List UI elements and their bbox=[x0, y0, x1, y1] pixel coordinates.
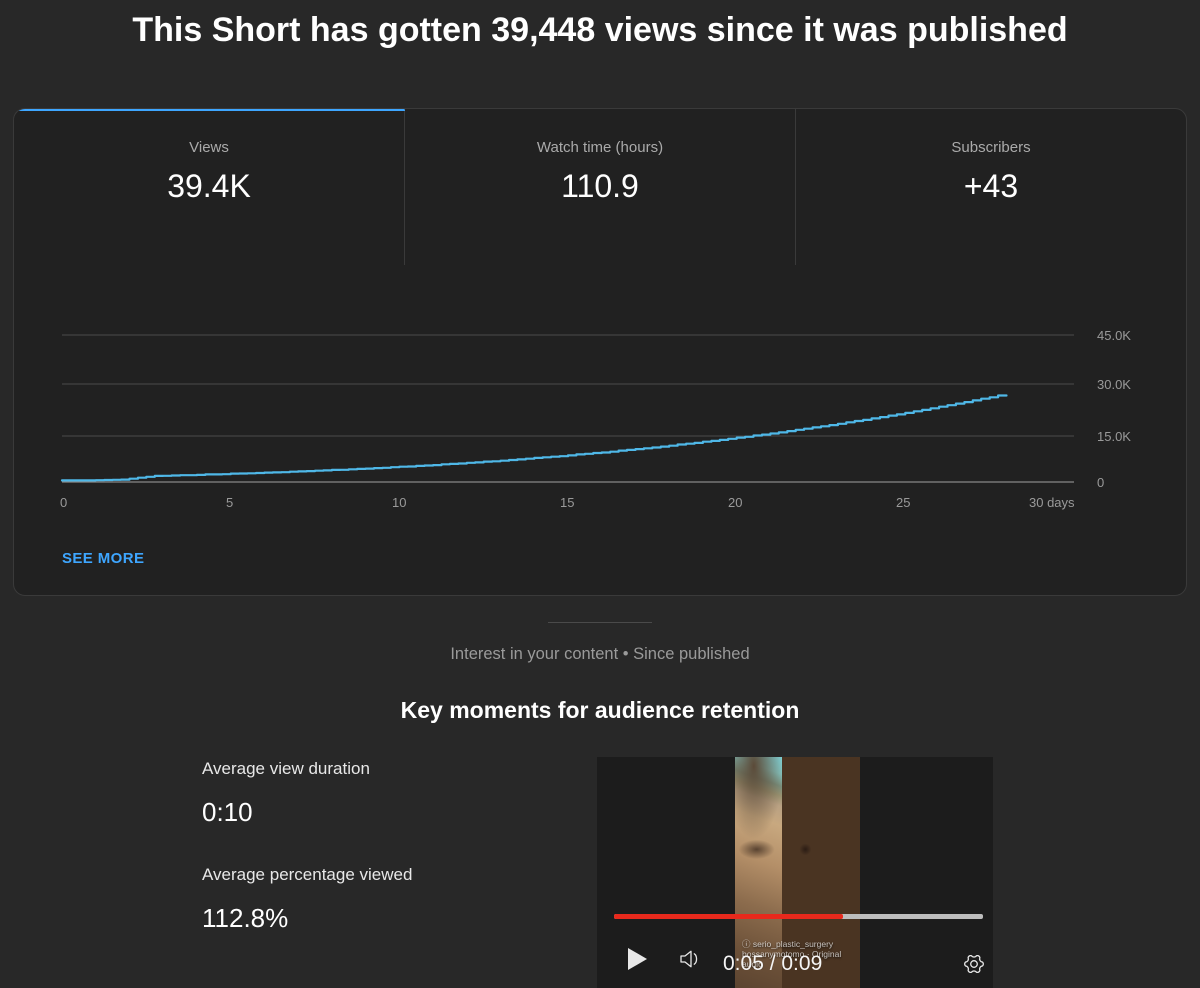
svg-text:20: 20 bbox=[728, 495, 742, 510]
svg-text:15.0K: 15.0K bbox=[1097, 429, 1131, 444]
svg-text:5: 5 bbox=[226, 495, 233, 510]
svg-text:45.0K: 45.0K bbox=[1097, 328, 1131, 343]
svg-text:10: 10 bbox=[392, 495, 406, 510]
svg-text:0: 0 bbox=[1097, 475, 1104, 490]
svg-text:30 days: 30 days bbox=[1029, 495, 1075, 510]
svg-text:0: 0 bbox=[60, 495, 67, 510]
svg-text:30.0K: 30.0K bbox=[1097, 377, 1131, 392]
svg-text:25: 25 bbox=[896, 495, 910, 510]
svg-text:15: 15 bbox=[560, 495, 574, 510]
